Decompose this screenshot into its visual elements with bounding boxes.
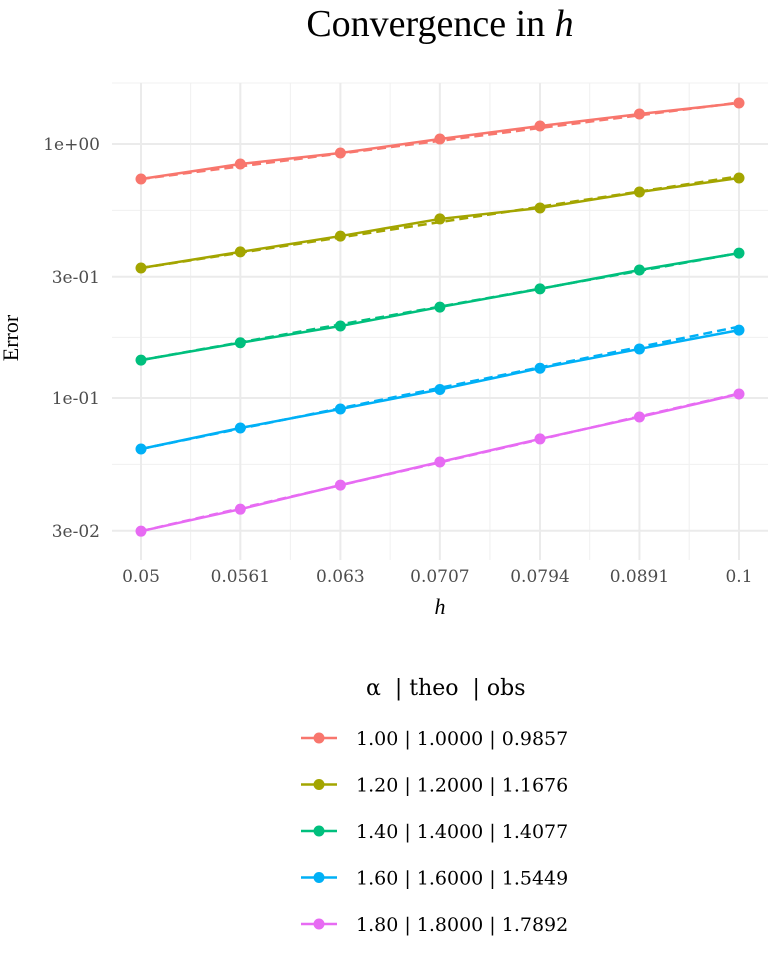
x-tick-label: 0.0561 xyxy=(211,567,270,587)
series-1 xyxy=(135,97,745,185)
data-point xyxy=(234,337,246,349)
y-tick-label: 3e-02 xyxy=(52,522,100,542)
legend-item: 1.20 | 1.2000 | 1.1676 xyxy=(301,775,568,797)
series-4 xyxy=(135,324,745,455)
data-point xyxy=(434,301,446,313)
data-point xyxy=(135,354,147,366)
data-point xyxy=(733,247,745,259)
data-point xyxy=(633,108,645,120)
legend-item: 1.00 | 1.0000 | 0.9857 xyxy=(301,728,568,750)
chart-title-text: Convergence in xyxy=(306,3,554,45)
legend-key-point xyxy=(313,918,325,930)
data-point xyxy=(234,503,246,515)
series-3 xyxy=(135,247,745,366)
legend-item: 1.40 | 1.4000 | 1.4077 xyxy=(301,821,568,843)
data-point xyxy=(135,262,147,274)
y-tick-label: 1e-01 xyxy=(52,389,100,409)
legend-label: 1.20 | 1.2000 | 1.1676 xyxy=(356,775,568,797)
legend-label: 1.60 | 1.6000 | 1.5449 xyxy=(356,868,568,890)
data-point xyxy=(234,246,246,258)
data-point xyxy=(534,283,546,295)
x-tick-label: 0.05 xyxy=(122,567,160,587)
x-tick-label: 0.1 xyxy=(725,567,752,587)
data-point xyxy=(633,343,645,355)
data-point xyxy=(135,443,147,455)
y-axis-label: Error xyxy=(0,314,23,361)
data-point xyxy=(733,172,745,184)
x-tick-label: 0.0707 xyxy=(410,567,469,587)
legend-label: 1.40 | 1.4000 | 1.4077 xyxy=(356,821,568,843)
data-point xyxy=(135,525,147,537)
data-point xyxy=(334,230,346,242)
data-point xyxy=(534,362,546,374)
legend-label: 1.80 | 1.8000 | 1.7892 xyxy=(356,914,568,936)
legend-key-point xyxy=(313,779,325,790)
x-axis-label: h xyxy=(435,594,446,619)
data-point xyxy=(334,320,346,332)
data-point xyxy=(434,384,446,396)
data-point xyxy=(733,97,745,109)
data-point xyxy=(334,403,346,415)
data-point xyxy=(633,264,645,276)
x-tick-label: 0.0891 xyxy=(610,567,669,587)
legend-title: α | theo | obs xyxy=(366,676,526,701)
data-point xyxy=(534,433,546,445)
chart-title-variable: h xyxy=(555,3,574,45)
series-5 xyxy=(135,388,745,537)
y-tick-label: 3e-01 xyxy=(52,268,100,288)
data-point xyxy=(434,133,446,145)
series-2 xyxy=(135,172,745,274)
data-point xyxy=(334,479,346,491)
data-point xyxy=(234,158,246,170)
legend-key-point xyxy=(313,825,325,837)
data-point xyxy=(234,422,246,434)
legend-key-point xyxy=(313,872,325,883)
x-tick-label: 0.0794 xyxy=(510,567,569,587)
y-tick-label: 1e+00 xyxy=(43,135,100,155)
data-point xyxy=(733,388,745,400)
data-point xyxy=(633,186,645,198)
data-point xyxy=(633,411,645,423)
data-point xyxy=(534,120,546,132)
data-point xyxy=(534,202,546,214)
x-tick-label: 0.063 xyxy=(316,567,365,587)
legend-label: 1.00 | 1.0000 | 0.9857 xyxy=(356,728,568,750)
legend-item: 1.60 | 1.6000 | 1.5449 xyxy=(301,868,568,890)
legend-item: 1.80 | 1.8000 | 1.7892 xyxy=(301,914,568,936)
chart-title: Convergence in h xyxy=(306,3,573,45)
data-point xyxy=(434,456,446,468)
data-point xyxy=(135,173,147,185)
legend: 1.00 | 1.0000 | 0.9857 1.20 | 1.2000 | 1.… xyxy=(301,728,568,936)
legend-key-point xyxy=(313,732,325,744)
data-point xyxy=(334,147,346,159)
data-point xyxy=(434,213,446,225)
data-point xyxy=(733,324,745,336)
